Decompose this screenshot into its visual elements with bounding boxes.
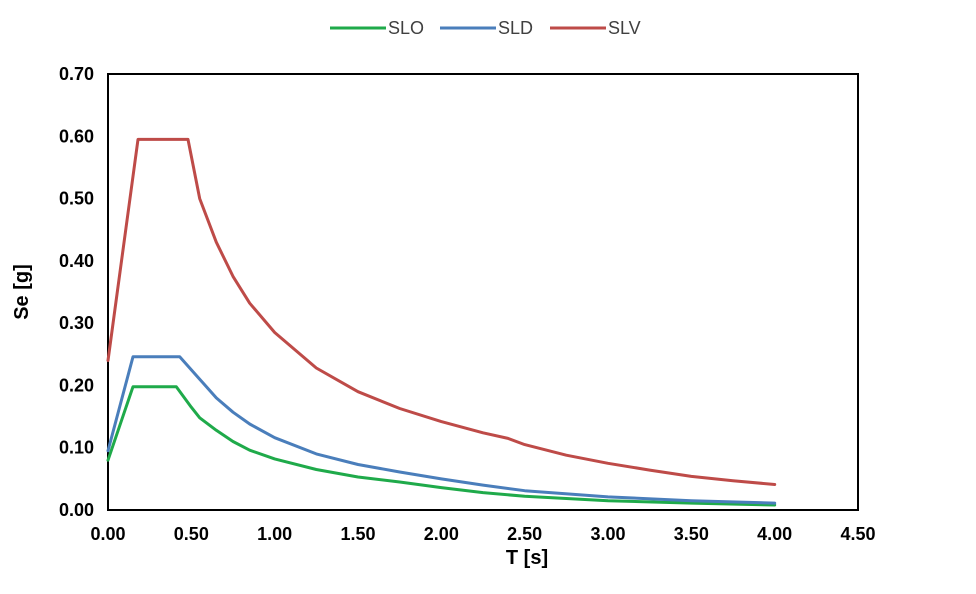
legend-item-slv: SLV bbox=[550, 18, 641, 38]
x-tick-label: 0.50 bbox=[174, 524, 209, 544]
y-tick-label: 0.00 bbox=[59, 500, 94, 520]
x-tick-label: 4.00 bbox=[757, 524, 792, 544]
series-line-slv bbox=[106, 137, 777, 486]
x-tick-label: 3.00 bbox=[590, 524, 625, 544]
y-axis-ticks: 0.00 0.10 0.20 0.30 0.40 0.50 0.60 0.70 bbox=[59, 64, 94, 520]
y-tick-label: 0.30 bbox=[59, 313, 94, 333]
x-tick-label: 1.00 bbox=[257, 524, 292, 544]
series-lines bbox=[106, 137, 777, 507]
x-axis-title: T [s] bbox=[506, 547, 548, 569]
legend-label: SLV bbox=[608, 18, 641, 38]
legend-label: SLO bbox=[388, 18, 424, 38]
series-line-slo bbox=[106, 385, 777, 507]
x-tick-label: 1.50 bbox=[340, 524, 375, 544]
y-tick-label: 0.20 bbox=[59, 375, 94, 395]
y-axis-title: Se [g] bbox=[11, 264, 33, 320]
legend-label: SLD bbox=[498, 18, 533, 38]
x-tick-label: 4.50 bbox=[840, 524, 875, 544]
legend-item-sld: SLD bbox=[440, 18, 533, 38]
x-tick-label: 2.50 bbox=[507, 524, 542, 544]
plot-area-frame bbox=[107, 73, 859, 511]
x-tick-label: 0.00 bbox=[90, 524, 125, 544]
y-tick-label: 0.10 bbox=[59, 438, 94, 458]
series-line-sld bbox=[106, 355, 777, 505]
y-tick-label: 0.50 bbox=[59, 189, 94, 209]
y-tick-label: 0.70 bbox=[59, 64, 94, 84]
x-tick-label: 2.00 bbox=[424, 524, 459, 544]
legend-item-slo: SLO bbox=[330, 18, 424, 38]
y-tick-label: 0.40 bbox=[59, 251, 94, 271]
y-tick-label: 0.60 bbox=[59, 126, 94, 146]
legend: SLO SLD SLV bbox=[330, 18, 641, 38]
x-axis-ticks: 0.00 0.50 1.00 1.50 2.00 2.50 3.00 3.50 4.00 4.50 bbox=[90, 524, 875, 544]
x-tick-label: 3.50 bbox=[674, 524, 709, 544]
